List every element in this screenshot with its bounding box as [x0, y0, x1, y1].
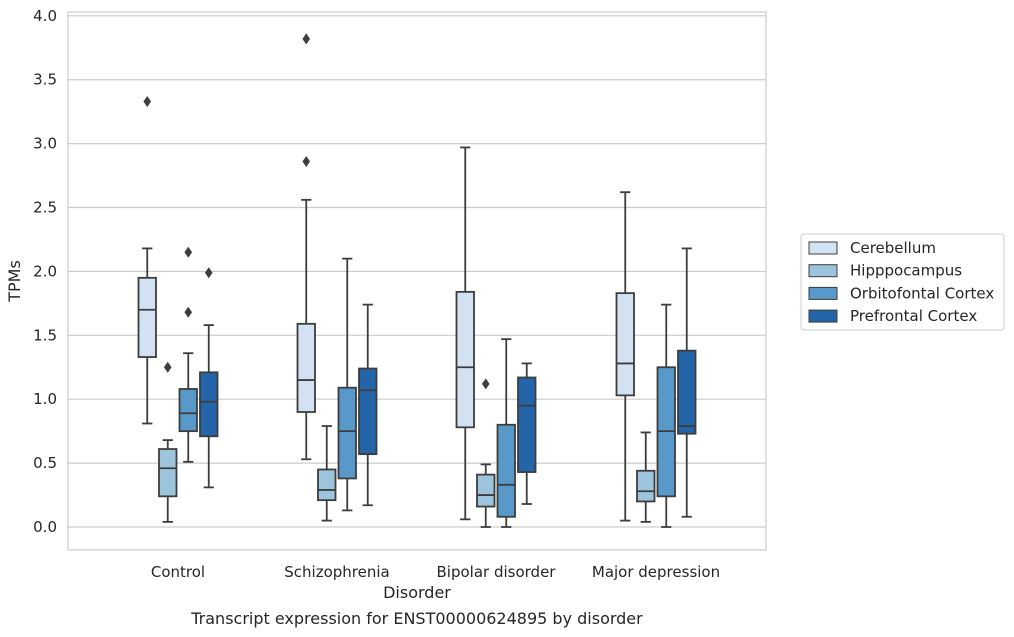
box-iqr	[137, 276, 157, 358]
x-axis-label: Disorder	[383, 583, 451, 602]
y-tick-label: 3.0	[33, 135, 57, 153]
legend-label: Orbitofontal Cortex	[850, 284, 994, 302]
box-iqr	[158, 448, 178, 498]
box-iqr	[615, 292, 635, 397]
outlier-point	[184, 246, 193, 258]
legend-frame	[800, 233, 1005, 331]
box-cerebellum	[296, 33, 316, 461]
box-orbitofontal-cortex	[178, 246, 198, 463]
y-tick-label: 2.0	[33, 262, 57, 280]
box-iqr	[636, 469, 656, 503]
y-tick-label: 1.5	[33, 326, 57, 344]
y-tick-label: 3.5	[33, 71, 57, 89]
y-tick-label: 0.5	[33, 454, 57, 472]
legend-item: Hipppocampus	[808, 262, 962, 280]
box-iqr	[358, 367, 378, 456]
box-cerebellum	[455, 146, 475, 521]
box-cerebellum	[615, 191, 635, 522]
y-tick-label: 1.0	[33, 390, 57, 408]
outlier-point	[302, 33, 311, 45]
y-tick-label: 0.0	[33, 518, 57, 536]
legend-label: Cerebellum	[850, 239, 936, 257]
box-prefrontal-cortex	[677, 247, 697, 518]
y-tick-labels: 0.0 0.5 1.0 1.5 2.0 2.5 3.0 3.5 4.0	[33, 7, 57, 536]
legend-item: Prefrontal Cortex	[808, 307, 977, 325]
outlier-point	[481, 378, 490, 390]
y-tick-label: 2.5	[33, 199, 57, 217]
box-cerebellum	[137, 95, 157, 425]
chart-caption: Transcript expression for ENST0000062489…	[191, 609, 643, 628]
plot-frame	[67, 11, 767, 551]
box-groups	[137, 33, 697, 528]
box-hipppocampus	[476, 378, 496, 528]
legend-swatch	[808, 309, 838, 323]
legend-label: Prefrontal Cortex	[850, 307, 977, 325]
legend-label: Hipppocampus	[850, 262, 962, 280]
outlier-point	[184, 306, 193, 318]
box-iqr	[455, 290, 475, 429]
x-tick-label: Bipolar disorder	[437, 563, 557, 581]
box-iqr	[337, 386, 357, 480]
x-tick-label: Control	[151, 563, 205, 581]
legend-swatch	[808, 264, 838, 278]
legend-swatch	[808, 286, 838, 300]
legend-swatch	[808, 241, 838, 255]
box-prefrontal-cortex	[199, 267, 219, 489]
x-tick-labels: Control Schizophrenia Bipolar disorder Majo…	[151, 563, 720, 581]
outlier-point	[163, 361, 172, 373]
outlier-point	[143, 95, 152, 107]
box-iqr	[178, 388, 198, 433]
legend-item: Orbitofontal Cortex	[808, 284, 994, 302]
box-hipppocampus	[636, 431, 656, 523]
box-orbitofontal-cortex	[496, 338, 516, 528]
box-iqr	[496, 423, 516, 518]
box-prefrontal-cortex	[358, 303, 378, 507]
x-tick-label: Schizophrenia	[284, 563, 389, 581]
box-hipppocampus	[158, 361, 178, 523]
box-iqr	[317, 468, 337, 502]
x-tick-label: Major depression	[592, 563, 720, 581]
y-tick-label: 4.0	[33, 7, 57, 25]
box-orbitofontal-cortex	[656, 303, 676, 528]
box-iqr	[677, 349, 697, 435]
box-prefrontal-cortex	[517, 362, 537, 505]
box-iqr	[517, 376, 537, 473]
y-axis-label: TPMs	[5, 260, 24, 303]
box-iqr	[476, 473, 496, 508]
box-iqr	[199, 371, 219, 438]
box-hipppocampus	[317, 425, 337, 522]
legend-item: Cerebellum	[808, 239, 936, 257]
legend: Cerebellum Hipppocampus Orbitofontal Corte…	[800, 233, 1005, 331]
outlier-point	[204, 267, 213, 279]
outlier-point	[302, 156, 311, 168]
box-orbitofontal-cortex	[337, 257, 357, 512]
box-iqr	[296, 322, 316, 413]
